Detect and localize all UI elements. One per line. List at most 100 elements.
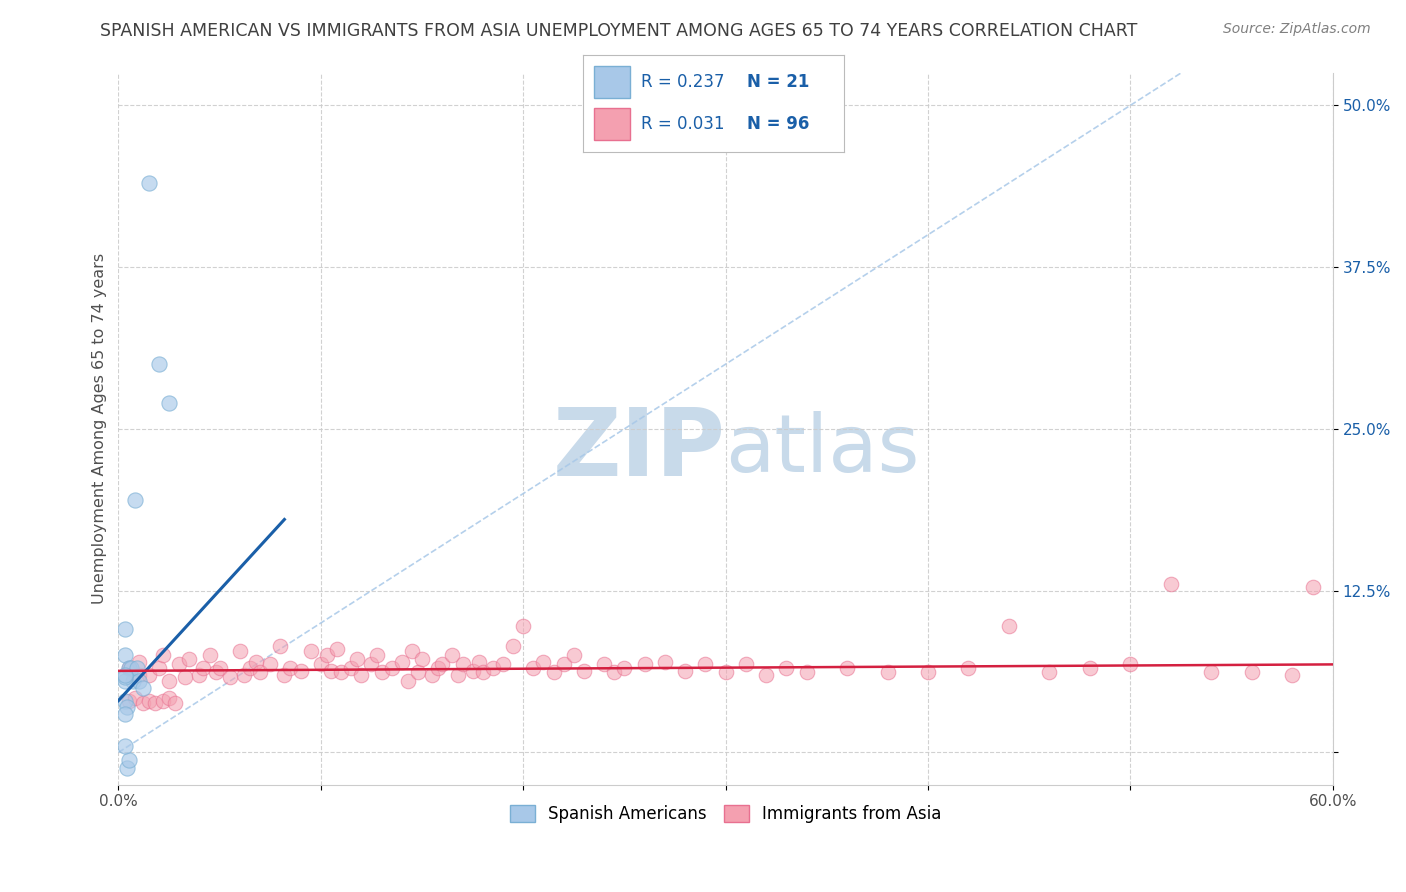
Point [695,657,717,672]
Point [114,693,136,707]
Point [330,665,353,680]
Point [593,657,616,672]
Point [1240,665,1263,680]
Text: N = 21: N = 21 [748,73,810,91]
Point [193,661,215,675]
Point [157,691,180,706]
Point [451,657,474,672]
Point [229,644,252,658]
Point [148,661,170,675]
Text: N = 96: N = 96 [748,115,810,133]
Point [461,664,484,678]
Point [198,648,221,663]
Point [290,664,312,678]
Point [117,661,139,675]
Point [957,661,980,675]
Point [128,655,150,669]
Point [114,623,136,637]
Point [114,648,136,663]
Point [114,674,136,689]
FancyBboxPatch shape [593,108,630,140]
Point [543,665,565,680]
Point [114,706,136,721]
Legend: Spanish Americans, Immigrants from Asia: Spanish Americans, Immigrants from Asia [503,798,948,830]
Point [603,665,626,680]
Text: ZIP: ZIP [553,404,725,496]
Point [138,176,160,190]
Point [232,667,254,681]
Point [755,667,778,681]
Point [132,696,155,710]
Point [128,667,150,681]
Point [381,661,404,675]
Point [148,357,170,371]
Point [441,648,464,663]
Point [553,657,575,672]
Point [1201,665,1223,680]
Point [391,655,413,669]
Point [340,661,363,675]
Point [138,667,160,681]
Point [152,648,174,663]
Point [876,665,898,680]
Point [188,667,211,681]
Point [128,674,150,689]
Point [613,661,636,675]
Point [115,700,138,714]
Point [411,652,433,666]
Point [512,618,534,632]
Point [117,693,139,707]
Point [572,664,595,678]
Point [114,670,136,684]
Point [346,652,368,666]
Point [471,665,494,680]
Point [401,644,423,658]
Point [138,693,160,707]
Point [350,667,373,681]
Point [125,661,148,675]
Point [120,661,142,675]
Point [1078,661,1101,675]
Point [239,661,262,675]
Point [165,696,187,710]
Point [482,661,505,675]
Point [522,661,544,675]
Point [533,655,555,669]
Point [420,667,443,681]
Point [124,493,146,508]
Point [121,674,143,689]
Point [273,667,295,681]
Point [1302,580,1324,594]
Point [249,665,271,680]
Y-axis label: Unemployment Among Ages 65 to 74 years: Unemployment Among Ages 65 to 74 years [93,253,107,605]
Point [319,664,342,678]
Point [634,657,657,672]
Point [366,648,388,663]
Point [269,640,291,654]
Point [174,670,197,684]
Point [370,665,392,680]
Point [562,648,585,663]
Point [467,655,489,669]
Point [299,644,322,658]
Point [132,681,155,695]
FancyBboxPatch shape [593,66,630,98]
Point [492,657,515,672]
Point [673,664,696,678]
Point [208,661,231,675]
Point [406,665,429,680]
Point [360,657,382,672]
Point [316,648,339,663]
Point [117,661,139,675]
Point [204,665,226,680]
Point [1281,667,1303,681]
Point [326,641,349,656]
Point [152,693,174,707]
Point [396,674,419,689]
Point [124,691,146,706]
Point [280,661,302,675]
Point [143,696,166,710]
Point [835,661,858,675]
Point [502,640,524,654]
Point [309,657,332,672]
